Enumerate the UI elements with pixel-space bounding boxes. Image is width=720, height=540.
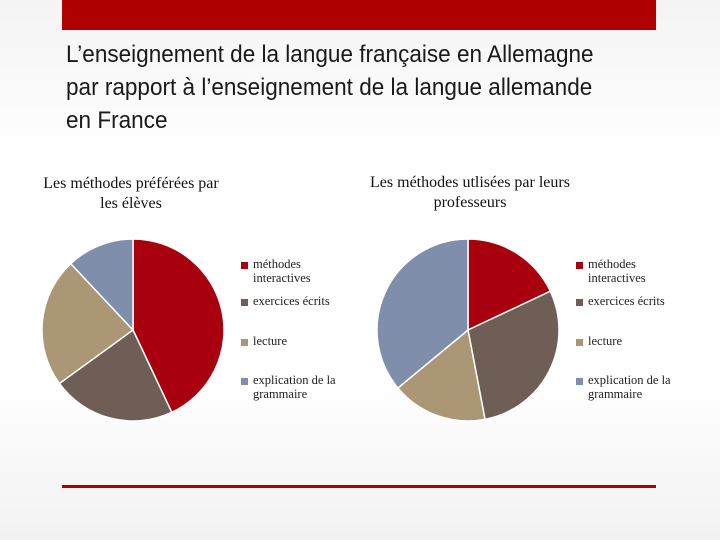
legend-swatch (241, 299, 248, 306)
legend-swatch (576, 299, 583, 306)
legend-swatch (576, 378, 583, 385)
legend-item-written-exercises: exercices écrits (576, 294, 694, 308)
legend-item-interactive-methods: méthodes interactives (241, 257, 359, 285)
legend-label: lecture (253, 334, 288, 348)
legend-swatch (241, 339, 248, 346)
legend-item-grammar-explanation: explication de la grammaire (576, 373, 694, 401)
legend-swatch (241, 378, 248, 385)
legend-swatch (241, 262, 248, 269)
pie-slice-students-interactive-methods (132, 238, 225, 414)
pie-slice-students-grammar-explanation (69, 238, 134, 332)
legend-label: explication de la grammaire (253, 373, 336, 401)
legend-label: méthodes interactives (253, 257, 311, 285)
bottom-accent-line (62, 485, 656, 488)
legend-swatch (576, 262, 583, 269)
legend-item-reading: lecture (576, 334, 694, 348)
legend-swatch (576, 339, 583, 346)
legend-item-written-exercises: exercices écrits (241, 294, 359, 308)
pie-slice-students-reading (41, 262, 135, 385)
chart-title-students: Les méthodes préférées par les élèves (43, 175, 219, 212)
legend-label: exercices écrits (588, 294, 665, 308)
legend-item-grammar-explanation: explication de la grammaire (241, 373, 359, 401)
pie-slice-teachers-written-exercises (467, 290, 560, 421)
legend-item-interactive-methods: méthodes interactives (576, 257, 694, 285)
pie-slice-students-written-exercises (58, 328, 173, 422)
legend-item-reading: lecture (241, 334, 359, 348)
pie-chart-students (41, 238, 225, 422)
legend-label: explication de la grammaire (588, 373, 671, 401)
legend-label: exercices écrits (253, 294, 330, 308)
slide-title: L’enseignement de la langue française en… (66, 41, 594, 134)
pie-slice-teachers-reading (396, 328, 486, 422)
legend-label: méthodes interactives (588, 257, 646, 285)
top-accent-bar (62, 0, 656, 30)
pie-slice-teachers-interactive-methods (467, 238, 552, 332)
pie-slice-teachers-grammar-explanation (376, 238, 469, 390)
pie-chart-teachers (376, 238, 560, 422)
legend-label: lecture (588, 334, 623, 348)
chart-title-teachers: Les méthodes utlisées par leurs professe… (370, 174, 570, 211)
